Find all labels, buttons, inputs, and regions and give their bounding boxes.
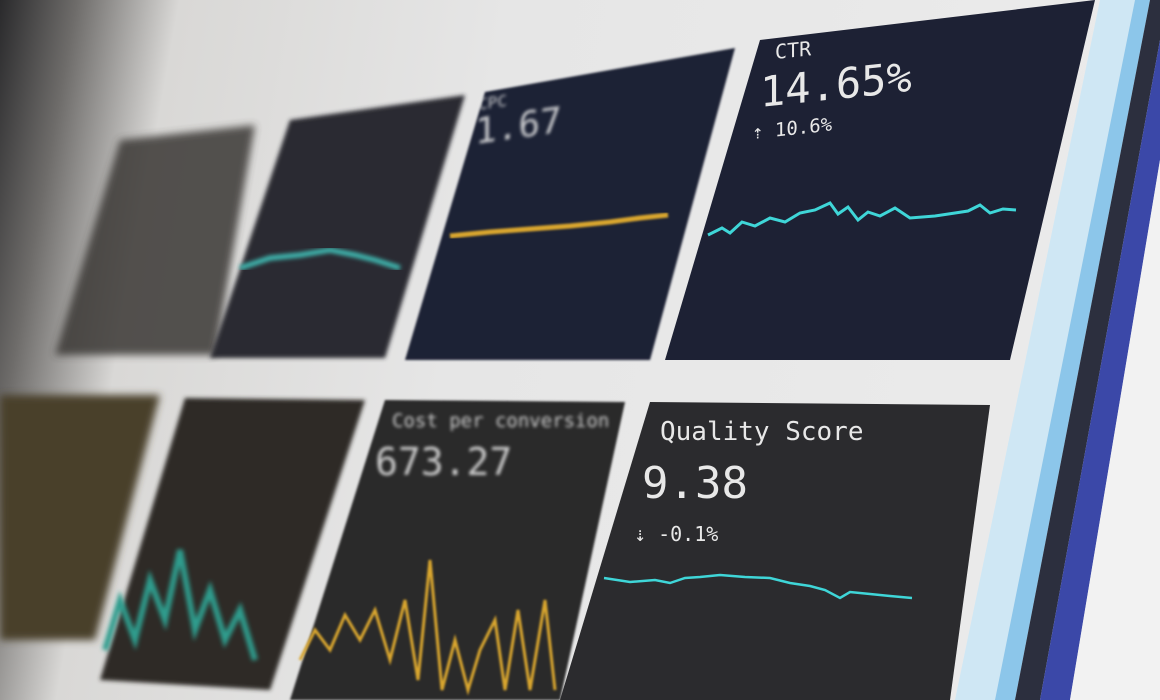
sparkline-cost-per-conversion (298, 559, 557, 696)
stripe-dark (1015, 0, 1160, 700)
card-bottom-1 (0, 395, 160, 640)
quality-score-change: ⇣ -0.1% (634, 522, 718, 546)
card-top-2 (210, 95, 465, 358)
arrow-down-icon: ⇣ (634, 522, 647, 546)
quality-score-value: 9.38 (642, 458, 748, 509)
sparkline-cpc (449, 212, 669, 239)
sparkline-ctr (707, 201, 1017, 237)
card-top-1 (55, 125, 255, 355)
white-edge (1070, 160, 1160, 700)
arrow-up-icon: ⇡ (752, 120, 764, 144)
sparkline-top-2 (239, 247, 401, 271)
stripe-light (955, 0, 1135, 700)
sparkline-quality-score (603, 573, 913, 600)
card-bottom-4 (560, 402, 990, 700)
sparkline-bottom-2 (102, 549, 258, 661)
quality-score-label: Quality Score (660, 417, 864, 447)
cost-per-conversion-value: 673.27 (375, 440, 513, 484)
cost-per-conversion-label: Cost per conversion (392, 410, 610, 432)
card-top-4 (665, 0, 1095, 360)
stripe-navy (1040, 40, 1160, 700)
ctr-label: CTR (775, 36, 812, 64)
card-top-3 (405, 48, 735, 360)
stripe-blue (995, 0, 1150, 700)
quality-score-change-value: -0.1% (658, 522, 719, 546)
